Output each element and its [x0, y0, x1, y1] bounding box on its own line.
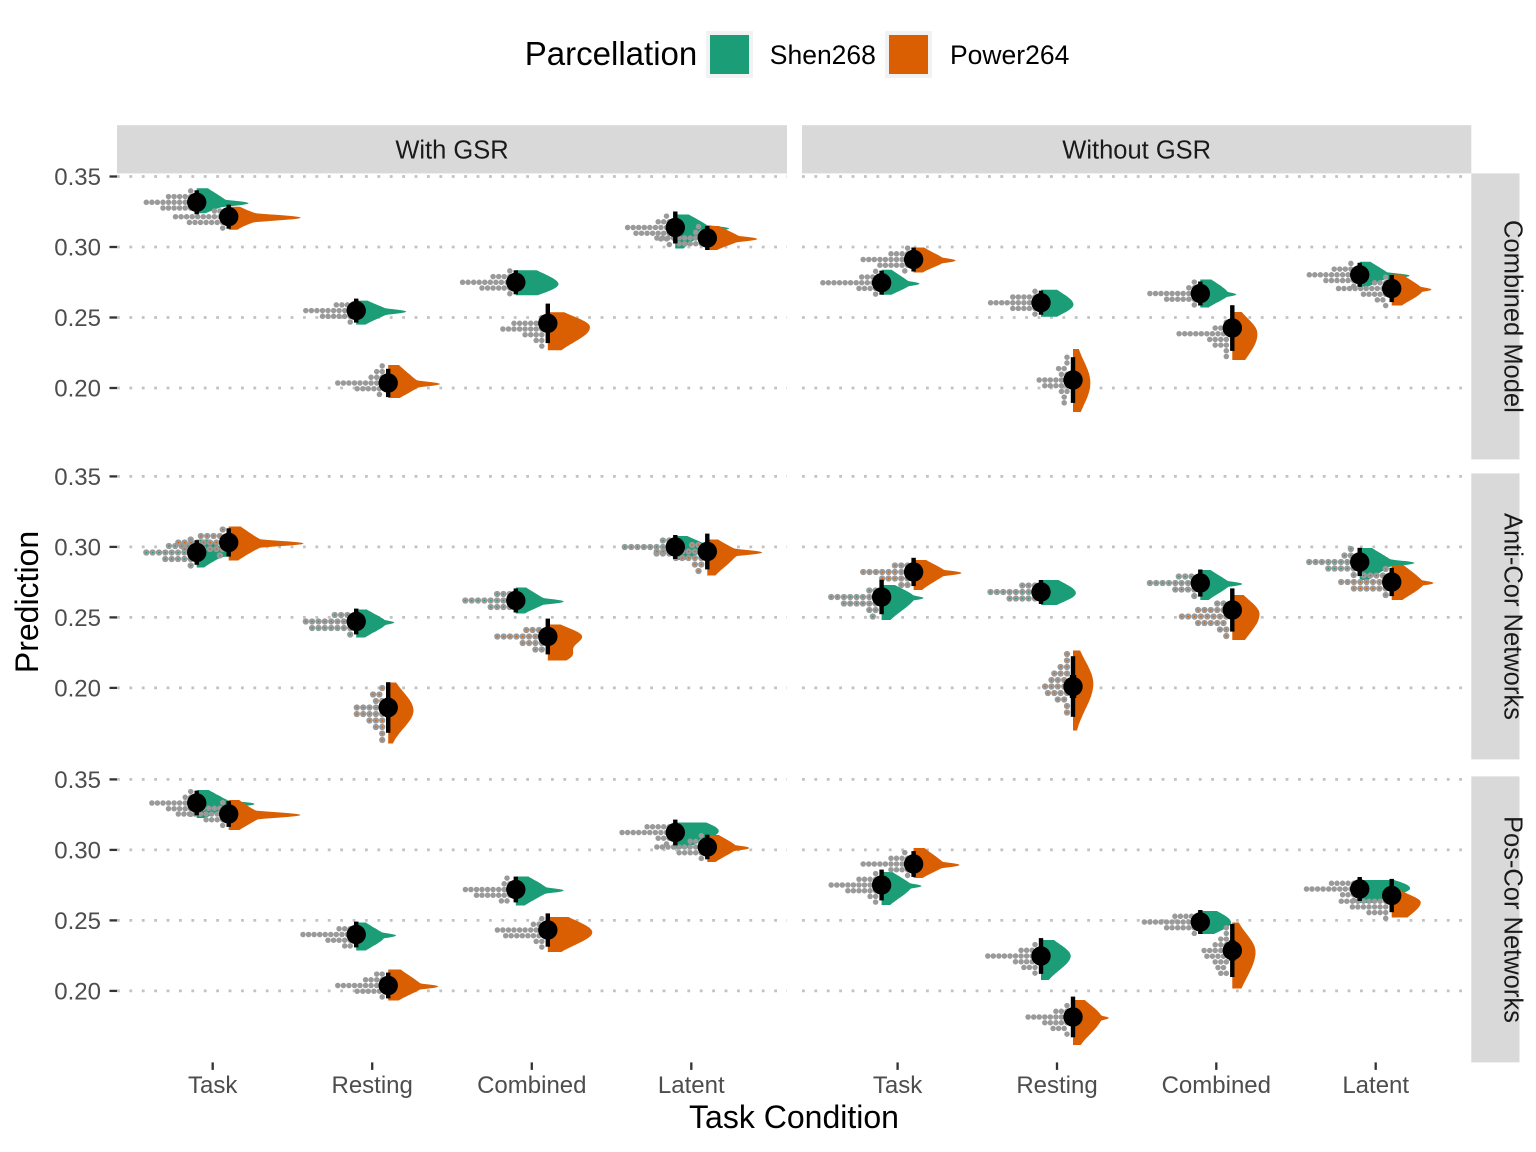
svg-text:0.35: 0.35: [54, 464, 101, 491]
svg-text:Resting: Resting: [1016, 1072, 1097, 1099]
svg-text:0.20: 0.20: [54, 376, 101, 403]
svg-text:0.25: 0.25: [54, 605, 101, 632]
svg-text:Pos-Cor Networks: Pos-Cor Networks: [1498, 816, 1526, 1023]
svg-text:Combined: Combined: [1162, 1072, 1271, 1099]
svg-text:Resting: Resting: [332, 1072, 413, 1099]
svg-text:0.30: 0.30: [54, 235, 101, 262]
svg-text:0.30: 0.30: [54, 837, 101, 864]
svg-text:Power264: Power264: [950, 40, 1069, 70]
svg-text:Prediction: Prediction: [9, 531, 45, 673]
svg-text:0.20: 0.20: [54, 675, 101, 702]
svg-text:Parcellation: Parcellation: [525, 35, 697, 72]
svg-text:Task: Task: [873, 1072, 923, 1099]
svg-text:0.30: 0.30: [54, 534, 101, 561]
svg-text:Without GSR: Without GSR: [1062, 136, 1211, 164]
svg-text:Combined: Combined: [477, 1072, 586, 1099]
svg-text:Anti-Cor Networks: Anti-Cor Networks: [1498, 513, 1526, 720]
svg-text:Shen268: Shen268: [770, 40, 876, 70]
svg-text:0.35: 0.35: [54, 767, 101, 794]
svg-text:Combined Model: Combined Model: [1498, 220, 1526, 413]
svg-text:Latent: Latent: [658, 1072, 725, 1099]
svg-text:0.25: 0.25: [54, 908, 101, 935]
svg-text:0.25: 0.25: [54, 305, 101, 332]
svg-text:With GSR: With GSR: [395, 136, 508, 164]
svg-text:Latent: Latent: [1342, 1072, 1409, 1099]
svg-text:Task Condition: Task Condition: [689, 1099, 899, 1135]
svg-text:0.35: 0.35: [54, 164, 101, 191]
svg-text:Task: Task: [188, 1072, 238, 1099]
svg-text:0.20: 0.20: [54, 978, 101, 1005]
